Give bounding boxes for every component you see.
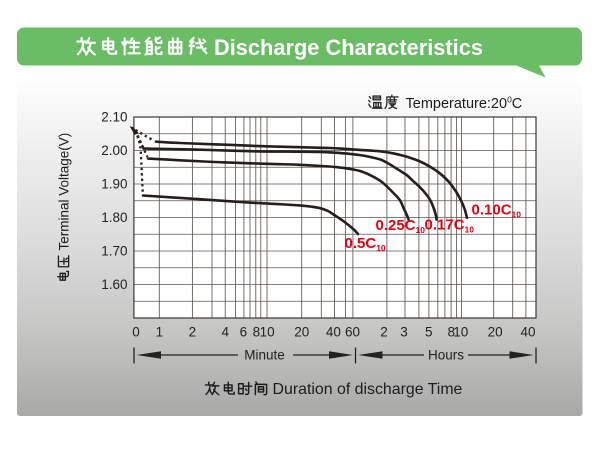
svg-text:8: 8 [447, 325, 455, 340]
svg-text:0.25C10: 0.25C10 [376, 217, 426, 235]
svg-text:40: 40 [520, 325, 535, 340]
svg-text:2.00: 2.00 [101, 143, 127, 158]
svg-text:1.90: 1.90 [101, 176, 127, 191]
svg-text:10: 10 [260, 325, 275, 340]
svg-text:1.60: 1.60 [101, 277, 127, 292]
svg-text:60: 60 [345, 325, 360, 340]
svg-text:10: 10 [453, 325, 468, 340]
svg-text:5: 5 [425, 325, 433, 340]
svg-text:40: 40 [326, 325, 341, 340]
svg-text:0.5C10: 0.5C10 [345, 235, 386, 253]
svg-text:20: 20 [488, 325, 503, 340]
svg-text:Hours: Hours [428, 348, 464, 363]
svg-text:Duration of discharge Time: Duration of discharge Time [273, 381, 463, 398]
svg-text:Discharge Characteristics: Discharge Characteristics [214, 35, 483, 60]
svg-text:0: 0 [132, 325, 140, 340]
svg-text:1: 1 [156, 325, 164, 340]
svg-text:0.17C10: 0.17C10 [425, 217, 475, 235]
svg-text:0.10C10: 0.10C10 [472, 202, 522, 220]
svg-text:6: 6 [240, 325, 248, 340]
svg-text:2.10: 2.10 [101, 109, 127, 124]
svg-text:3: 3 [400, 325, 408, 340]
svg-text:Minute: Minute [244, 348, 285, 363]
svg-text:4: 4 [222, 325, 230, 340]
svg-text:2: 2 [189, 325, 197, 340]
svg-text:1.70: 1.70 [101, 243, 127, 258]
svg-text:Temperature:200C: Temperature:200C [406, 95, 523, 113]
svg-text:20: 20 [294, 325, 309, 340]
svg-text:1.80: 1.80 [101, 210, 127, 225]
svg-text:8: 8 [253, 325, 261, 340]
svg-text:Terminal Voltage(V): Terminal Voltage(V) [57, 133, 72, 251]
svg-text:2: 2 [380, 325, 388, 340]
